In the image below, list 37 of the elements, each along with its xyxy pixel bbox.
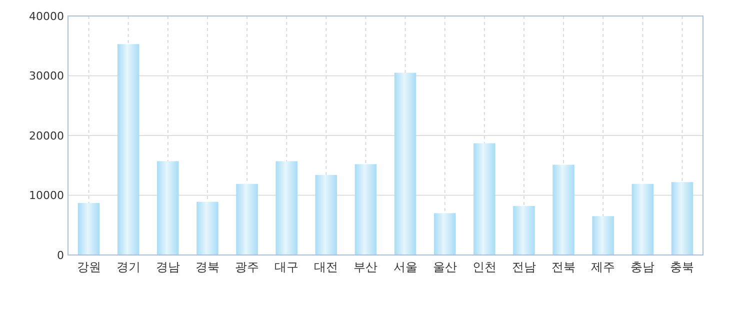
bar bbox=[552, 164, 574, 255]
y-tick-label: 0 bbox=[57, 248, 64, 262]
x-tick-label: 충남 bbox=[630, 260, 655, 274]
y-tick-label: 20000 bbox=[29, 129, 64, 142]
x-tick-label: 강원 bbox=[76, 260, 101, 274]
x-tick-label: 전북 bbox=[552, 260, 576, 274]
x-tick-label: 충북 bbox=[670, 260, 694, 274]
x-tick-label: 경남 bbox=[156, 260, 180, 274]
x-tick-label: 광주 bbox=[235, 260, 260, 274]
bar bbox=[513, 206, 535, 255]
x-tick-label: 경기 bbox=[116, 260, 140, 274]
bar bbox=[592, 216, 614, 255]
bar bbox=[315, 174, 338, 255]
x-tick-label: 인천 bbox=[472, 260, 496, 274]
x-tick-label: 제주 bbox=[591, 260, 616, 274]
x-tick-label: 대전 bbox=[314, 260, 338, 274]
bar bbox=[671, 182, 694, 255]
bar bbox=[117, 44, 140, 255]
bar bbox=[276, 161, 298, 255]
bar bbox=[354, 164, 377, 255]
y-tick-label: 40000 bbox=[29, 10, 64, 23]
bar bbox=[394, 72, 416, 255]
x-tick-label: 부산 bbox=[354, 260, 378, 274]
bar bbox=[474, 143, 496, 255]
bar bbox=[157, 161, 179, 255]
bar bbox=[78, 203, 100, 255]
x-tick-label: 서울 bbox=[393, 260, 418, 274]
bar bbox=[196, 202, 218, 255]
bar bbox=[236, 184, 258, 255]
x-tick-label: 울산 bbox=[432, 260, 457, 274]
x-tick-label: 경북 bbox=[195, 260, 220, 274]
y-tick-label: 30000 bbox=[29, 70, 64, 83]
bar bbox=[632, 184, 654, 255]
bar bbox=[434, 213, 456, 255]
x-tick-label: 전남 bbox=[512, 260, 536, 274]
y-tick-label: 10000 bbox=[29, 189, 64, 202]
x-tick-label: 대구 bbox=[274, 260, 299, 274]
